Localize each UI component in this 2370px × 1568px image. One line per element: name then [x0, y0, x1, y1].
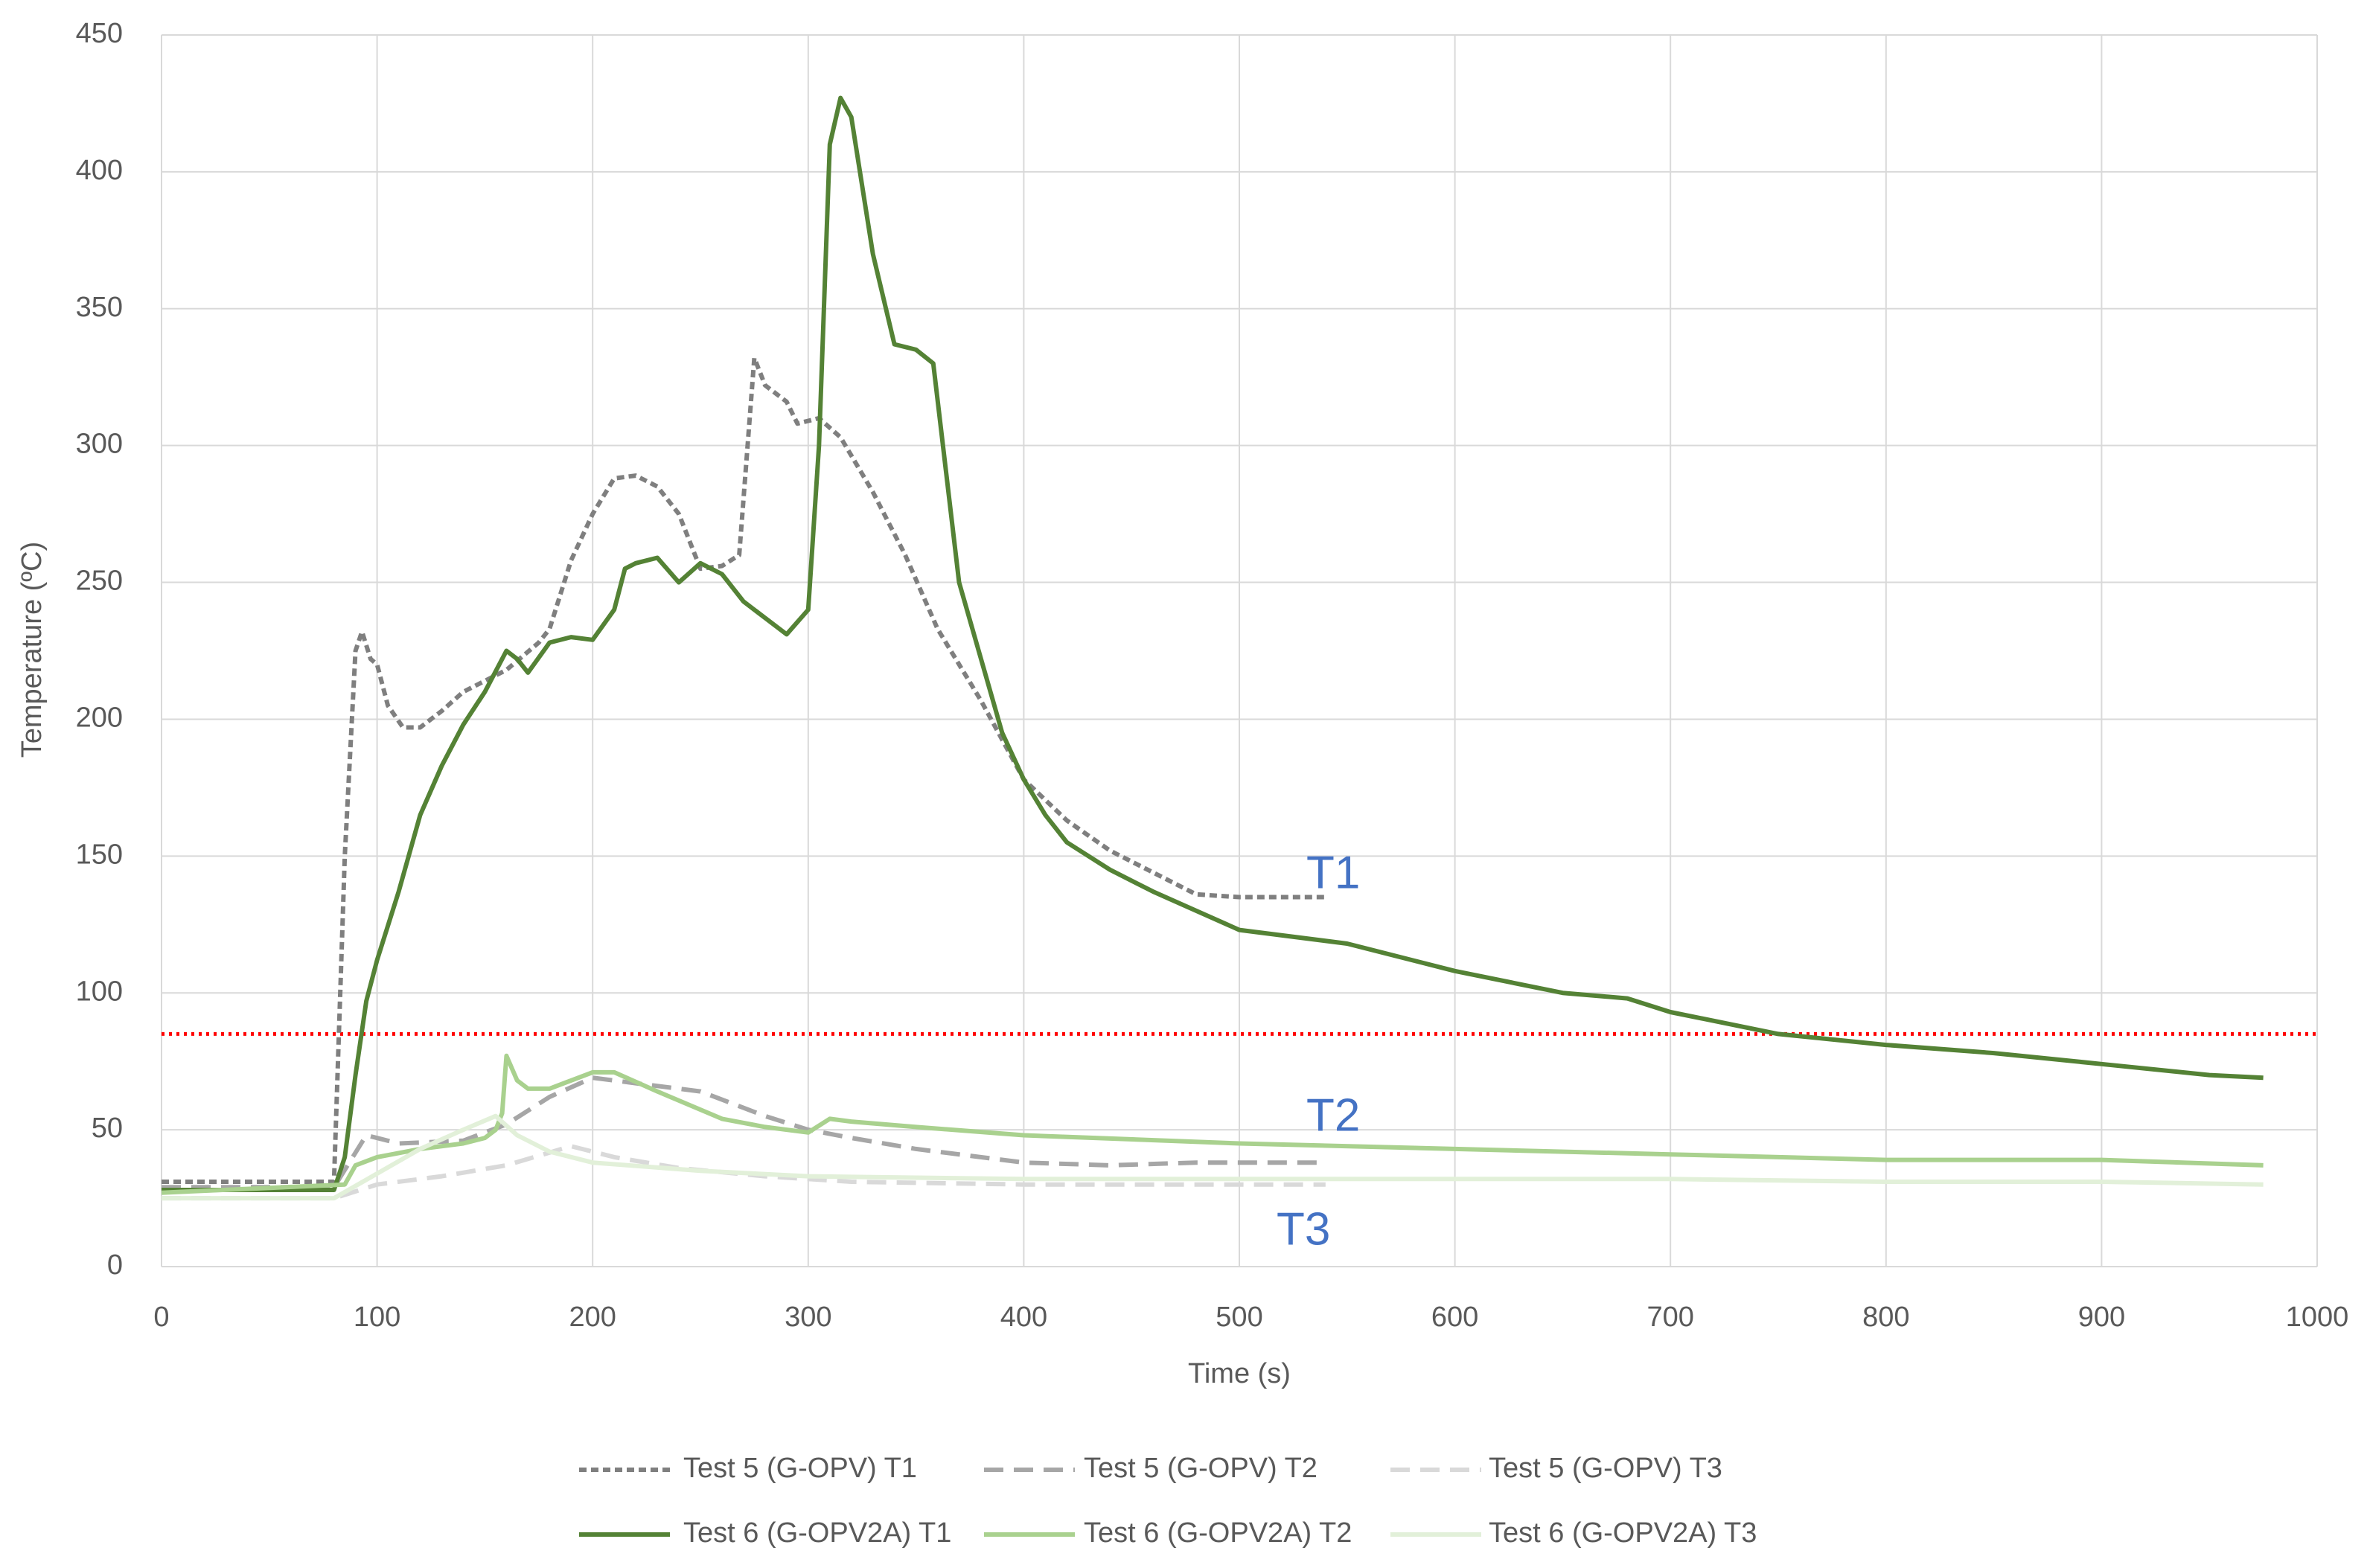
annotation: T3 — [1277, 1203, 1330, 1255]
y-tick-label: 200 — [76, 702, 123, 733]
x-axis-title: Time (s) — [1188, 1358, 1291, 1389]
x-tick-label: 0 — [153, 1302, 169, 1333]
y-tick-label: 350 — [76, 292, 123, 323]
series-line — [162, 95, 2264, 1192]
legend-label: Test 6 (G-OPV2A) T1 — [683, 1517, 951, 1549]
x-tick-label: 800 — [1862, 1302, 1909, 1333]
series-line — [162, 356, 1326, 1184]
y-tick-label: 150 — [76, 839, 123, 870]
x-tick-label: 900 — [2078, 1302, 2125, 1333]
x-tick-label: 300 — [785, 1302, 831, 1333]
y-tick-label: 250 — [76, 566, 123, 597]
series-line — [162, 1075, 1326, 1190]
annotation: T2 — [1306, 1089, 1360, 1141]
y-tick-label: 50 — [92, 1113, 123, 1144]
y-tick-label: 400 — [76, 155, 123, 186]
y-tick-label: 300 — [76, 429, 123, 460]
legend-label: Test 5 (G-OPV) T3 — [1489, 1453, 1722, 1484]
series-line — [162, 1113, 2264, 1201]
series-line — [162, 1144, 1326, 1201]
x-tick-label: 700 — [1646, 1302, 1693, 1333]
y-tick-label: 450 — [76, 18, 123, 49]
legend-label: Test 5 (G-OPV) T1 — [683, 1453, 917, 1484]
series-line — [161, 1053, 2264, 1195]
legend-label: Test 6 (G-OPV2A) T2 — [1084, 1517, 1352, 1549]
annotation: T1 — [1306, 847, 1360, 898]
x-tick-label: 200 — [569, 1302, 616, 1333]
legend-label: Test 5 (G-OPV) T2 — [1084, 1453, 1317, 1484]
y-tick-label: 0 — [107, 1249, 123, 1281]
x-tick-label: 500 — [1216, 1302, 1262, 1333]
x-tick-label: 1000 — [2286, 1302, 2349, 1333]
x-tick-label: 100 — [354, 1302, 400, 1333]
y-tick-label: 100 — [76, 976, 123, 1007]
legend-label: Test 6 (G-OPV2A) T3 — [1489, 1517, 1757, 1549]
x-tick-label: 600 — [1431, 1302, 1478, 1333]
y-axis-title: Temperature (ºC) — [16, 542, 48, 758]
x-tick-label: 400 — [1000, 1302, 1047, 1333]
